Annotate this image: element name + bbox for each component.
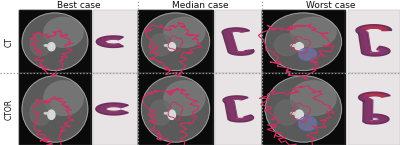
Polygon shape — [364, 94, 386, 97]
Bar — [262, 73, 345, 145]
Ellipse shape — [48, 43, 55, 51]
Ellipse shape — [150, 100, 172, 125]
Polygon shape — [96, 36, 123, 47]
Bar — [262, 10, 345, 73]
Ellipse shape — [290, 81, 336, 115]
Ellipse shape — [295, 43, 304, 51]
Ellipse shape — [168, 110, 176, 119]
Ellipse shape — [30, 34, 51, 56]
Bar — [215, 73, 262, 145]
Bar — [138, 73, 212, 145]
Polygon shape — [101, 38, 121, 46]
Polygon shape — [223, 96, 254, 122]
Bar — [262, 73, 345, 145]
Circle shape — [164, 45, 169, 46]
Bar — [19, 73, 91, 145]
Bar — [262, 10, 345, 73]
Ellipse shape — [22, 76, 88, 142]
Polygon shape — [96, 103, 128, 115]
Polygon shape — [363, 94, 386, 122]
Bar — [348, 10, 400, 73]
Bar — [19, 10, 91, 73]
Bar — [348, 73, 400, 145]
Bar — [138, 73, 212, 145]
Ellipse shape — [164, 81, 205, 115]
Polygon shape — [356, 25, 392, 56]
Circle shape — [44, 113, 48, 114]
Polygon shape — [228, 98, 249, 120]
Ellipse shape — [48, 110, 55, 119]
Bar — [93, 10, 138, 73]
Ellipse shape — [274, 34, 299, 56]
Polygon shape — [227, 30, 249, 54]
Ellipse shape — [44, 81, 83, 115]
Bar — [93, 10, 138, 73]
Bar — [138, 10, 212, 73]
Polygon shape — [361, 26, 387, 54]
Text: Median case: Median case — [172, 1, 228, 10]
Bar — [138, 10, 212, 73]
Bar — [215, 10, 262, 73]
Ellipse shape — [274, 100, 299, 125]
Ellipse shape — [22, 13, 88, 70]
Text: CTOR: CTOR — [5, 98, 14, 119]
Circle shape — [44, 45, 48, 46]
Ellipse shape — [265, 76, 342, 142]
Ellipse shape — [164, 17, 205, 47]
Ellipse shape — [265, 13, 342, 70]
Bar — [19, 10, 91, 73]
Ellipse shape — [298, 48, 317, 60]
Ellipse shape — [168, 43, 176, 51]
Bar — [215, 10, 262, 73]
Ellipse shape — [30, 100, 51, 125]
Ellipse shape — [44, 17, 83, 47]
Ellipse shape — [298, 116, 317, 131]
Circle shape — [291, 45, 296, 46]
Ellipse shape — [141, 76, 210, 142]
Ellipse shape — [295, 110, 304, 119]
Ellipse shape — [141, 13, 210, 70]
Bar — [19, 73, 91, 145]
Bar — [348, 73, 400, 145]
Circle shape — [164, 113, 169, 114]
Text: CT: CT — [5, 37, 14, 47]
Polygon shape — [101, 105, 124, 113]
Ellipse shape — [150, 34, 172, 56]
Circle shape — [291, 112, 296, 114]
Bar — [93, 73, 138, 145]
Bar — [215, 73, 262, 145]
Bar — [348, 10, 400, 73]
Text: Best case: Best case — [57, 1, 101, 10]
Text: Worst case: Worst case — [306, 1, 356, 10]
Bar — [93, 73, 138, 145]
Polygon shape — [222, 28, 254, 55]
Polygon shape — [358, 92, 390, 124]
Ellipse shape — [290, 17, 336, 47]
Polygon shape — [364, 26, 387, 30]
